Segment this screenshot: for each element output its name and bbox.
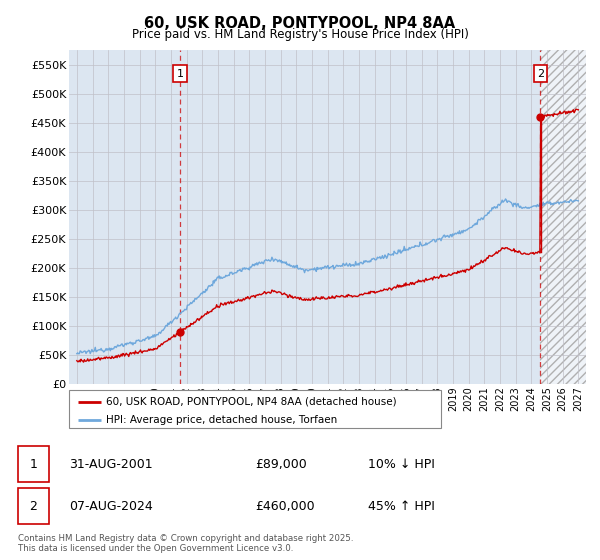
Text: 60, USK ROAD, PONTYPOOL, NP4 8AA (detached house): 60, USK ROAD, PONTYPOOL, NP4 8AA (detach… (106, 396, 397, 407)
Text: 1: 1 (176, 69, 184, 79)
Text: 31-AUG-2001: 31-AUG-2001 (69, 458, 152, 471)
Text: 10% ↓ HPI: 10% ↓ HPI (368, 458, 434, 471)
Text: £460,000: £460,000 (255, 500, 314, 513)
Text: 1: 1 (29, 458, 37, 471)
Text: Contains HM Land Registry data © Crown copyright and database right 2025.
This d: Contains HM Land Registry data © Crown c… (18, 534, 353, 553)
Text: 60, USK ROAD, PONTYPOOL, NP4 8AA: 60, USK ROAD, PONTYPOOL, NP4 8AA (145, 16, 455, 31)
Text: HPI: Average price, detached house, Torfaen: HPI: Average price, detached house, Torf… (106, 415, 337, 425)
Bar (18, 446, 49, 482)
Text: 2: 2 (537, 69, 544, 79)
Text: 07-AUG-2024: 07-AUG-2024 (69, 500, 152, 513)
Text: Price paid vs. HM Land Registry's House Price Index (HPI): Price paid vs. HM Land Registry's House … (131, 28, 469, 41)
Text: £89,000: £89,000 (255, 458, 307, 471)
Text: 45% ↑ HPI: 45% ↑ HPI (368, 500, 434, 513)
Text: 2: 2 (29, 500, 37, 513)
Bar (18, 488, 49, 524)
